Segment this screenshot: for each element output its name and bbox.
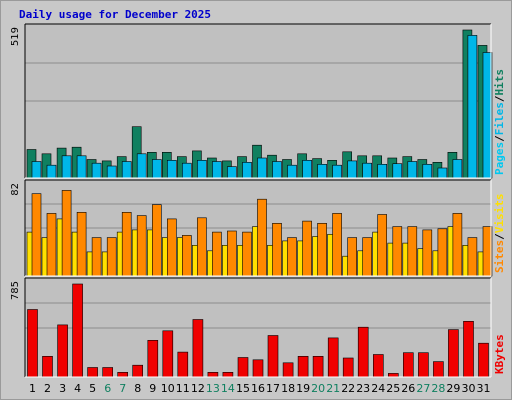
x-tick-label: 9 [149, 382, 156, 395]
x-tick-label: 8 [134, 382, 141, 395]
x-tick-label: 30 [462, 382, 476, 395]
x-tick-label: 17 [266, 382, 280, 395]
x-tick-label: 14 [221, 382, 235, 395]
x-tick-label: 23 [356, 382, 370, 395]
chart-title: Daily usage for December 2025 [19, 8, 212, 21]
x-tick-label: 13 [206, 382, 220, 395]
x-tick-label: 4 [74, 382, 81, 395]
x-tick-label: 24 [371, 382, 385, 395]
y-max-label: 785 [10, 281, 21, 300]
legend-separator: / [493, 233, 506, 240]
x-tick-label: 3 [59, 382, 66, 395]
x-tick-label: 26 [401, 382, 415, 395]
x-tick-label: 12 [191, 382, 205, 395]
legend-item-sites: Sites [493, 240, 506, 273]
legend-item-hits: Hits [493, 69, 506, 96]
x-tick-label: 28 [431, 382, 445, 395]
legend-item-files: Files [493, 102, 506, 135]
x-tick-label: 25 [386, 382, 400, 395]
x-tick-label: 31 [477, 382, 491, 395]
x-tick-label: 19 [296, 382, 310, 395]
y-max-label: 519 [10, 27, 21, 46]
x-tick-label: 29 [446, 382, 460, 395]
x-tick-label: 10 [161, 382, 175, 395]
legend-visits-sites: Sites/Visits [493, 194, 506, 274]
x-tick-label: 20 [311, 382, 325, 395]
x-tick-label: 5 [89, 382, 96, 395]
x-tick-label: 27 [416, 382, 430, 395]
x-tick-label: 21 [326, 382, 340, 395]
x-tick-label: 15 [236, 382, 250, 395]
x-tick-label: 1 [29, 382, 36, 395]
x-tick-label: 22 [341, 382, 355, 395]
x-tick-label: 18 [281, 382, 295, 395]
x-tick-label: 11 [176, 382, 190, 395]
legend-item-visits: Visits [493, 194, 506, 234]
legend-separator: / [493, 135, 506, 142]
legend-kbytes: KBytes [493, 334, 506, 374]
x-tick-label: 2 [44, 382, 51, 395]
legend-item-pages: Pages [493, 142, 506, 175]
x-tick-label: 7 [119, 382, 126, 395]
legend-item-kbytes: KBytes [493, 334, 506, 374]
x-tick-label: 16 [251, 382, 265, 395]
legend-separator: / [493, 95, 506, 102]
y-max-label: 82 [10, 183, 21, 196]
legend-hits-files-pages: Pages/Files/Hits [493, 69, 506, 175]
x-tick-label: 6 [104, 382, 111, 395]
